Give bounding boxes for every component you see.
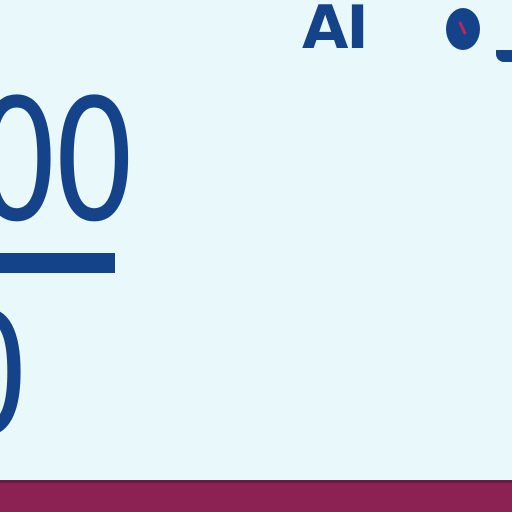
fraction-numerator: 00 <box>0 63 137 259</box>
fraction-bar <box>0 253 115 273</box>
edge-fragment <box>496 50 512 62</box>
fraction-denominator: 0 <box>0 290 30 460</box>
brand-label: AI <box>302 0 369 63</box>
bottom-bar <box>0 480 512 512</box>
